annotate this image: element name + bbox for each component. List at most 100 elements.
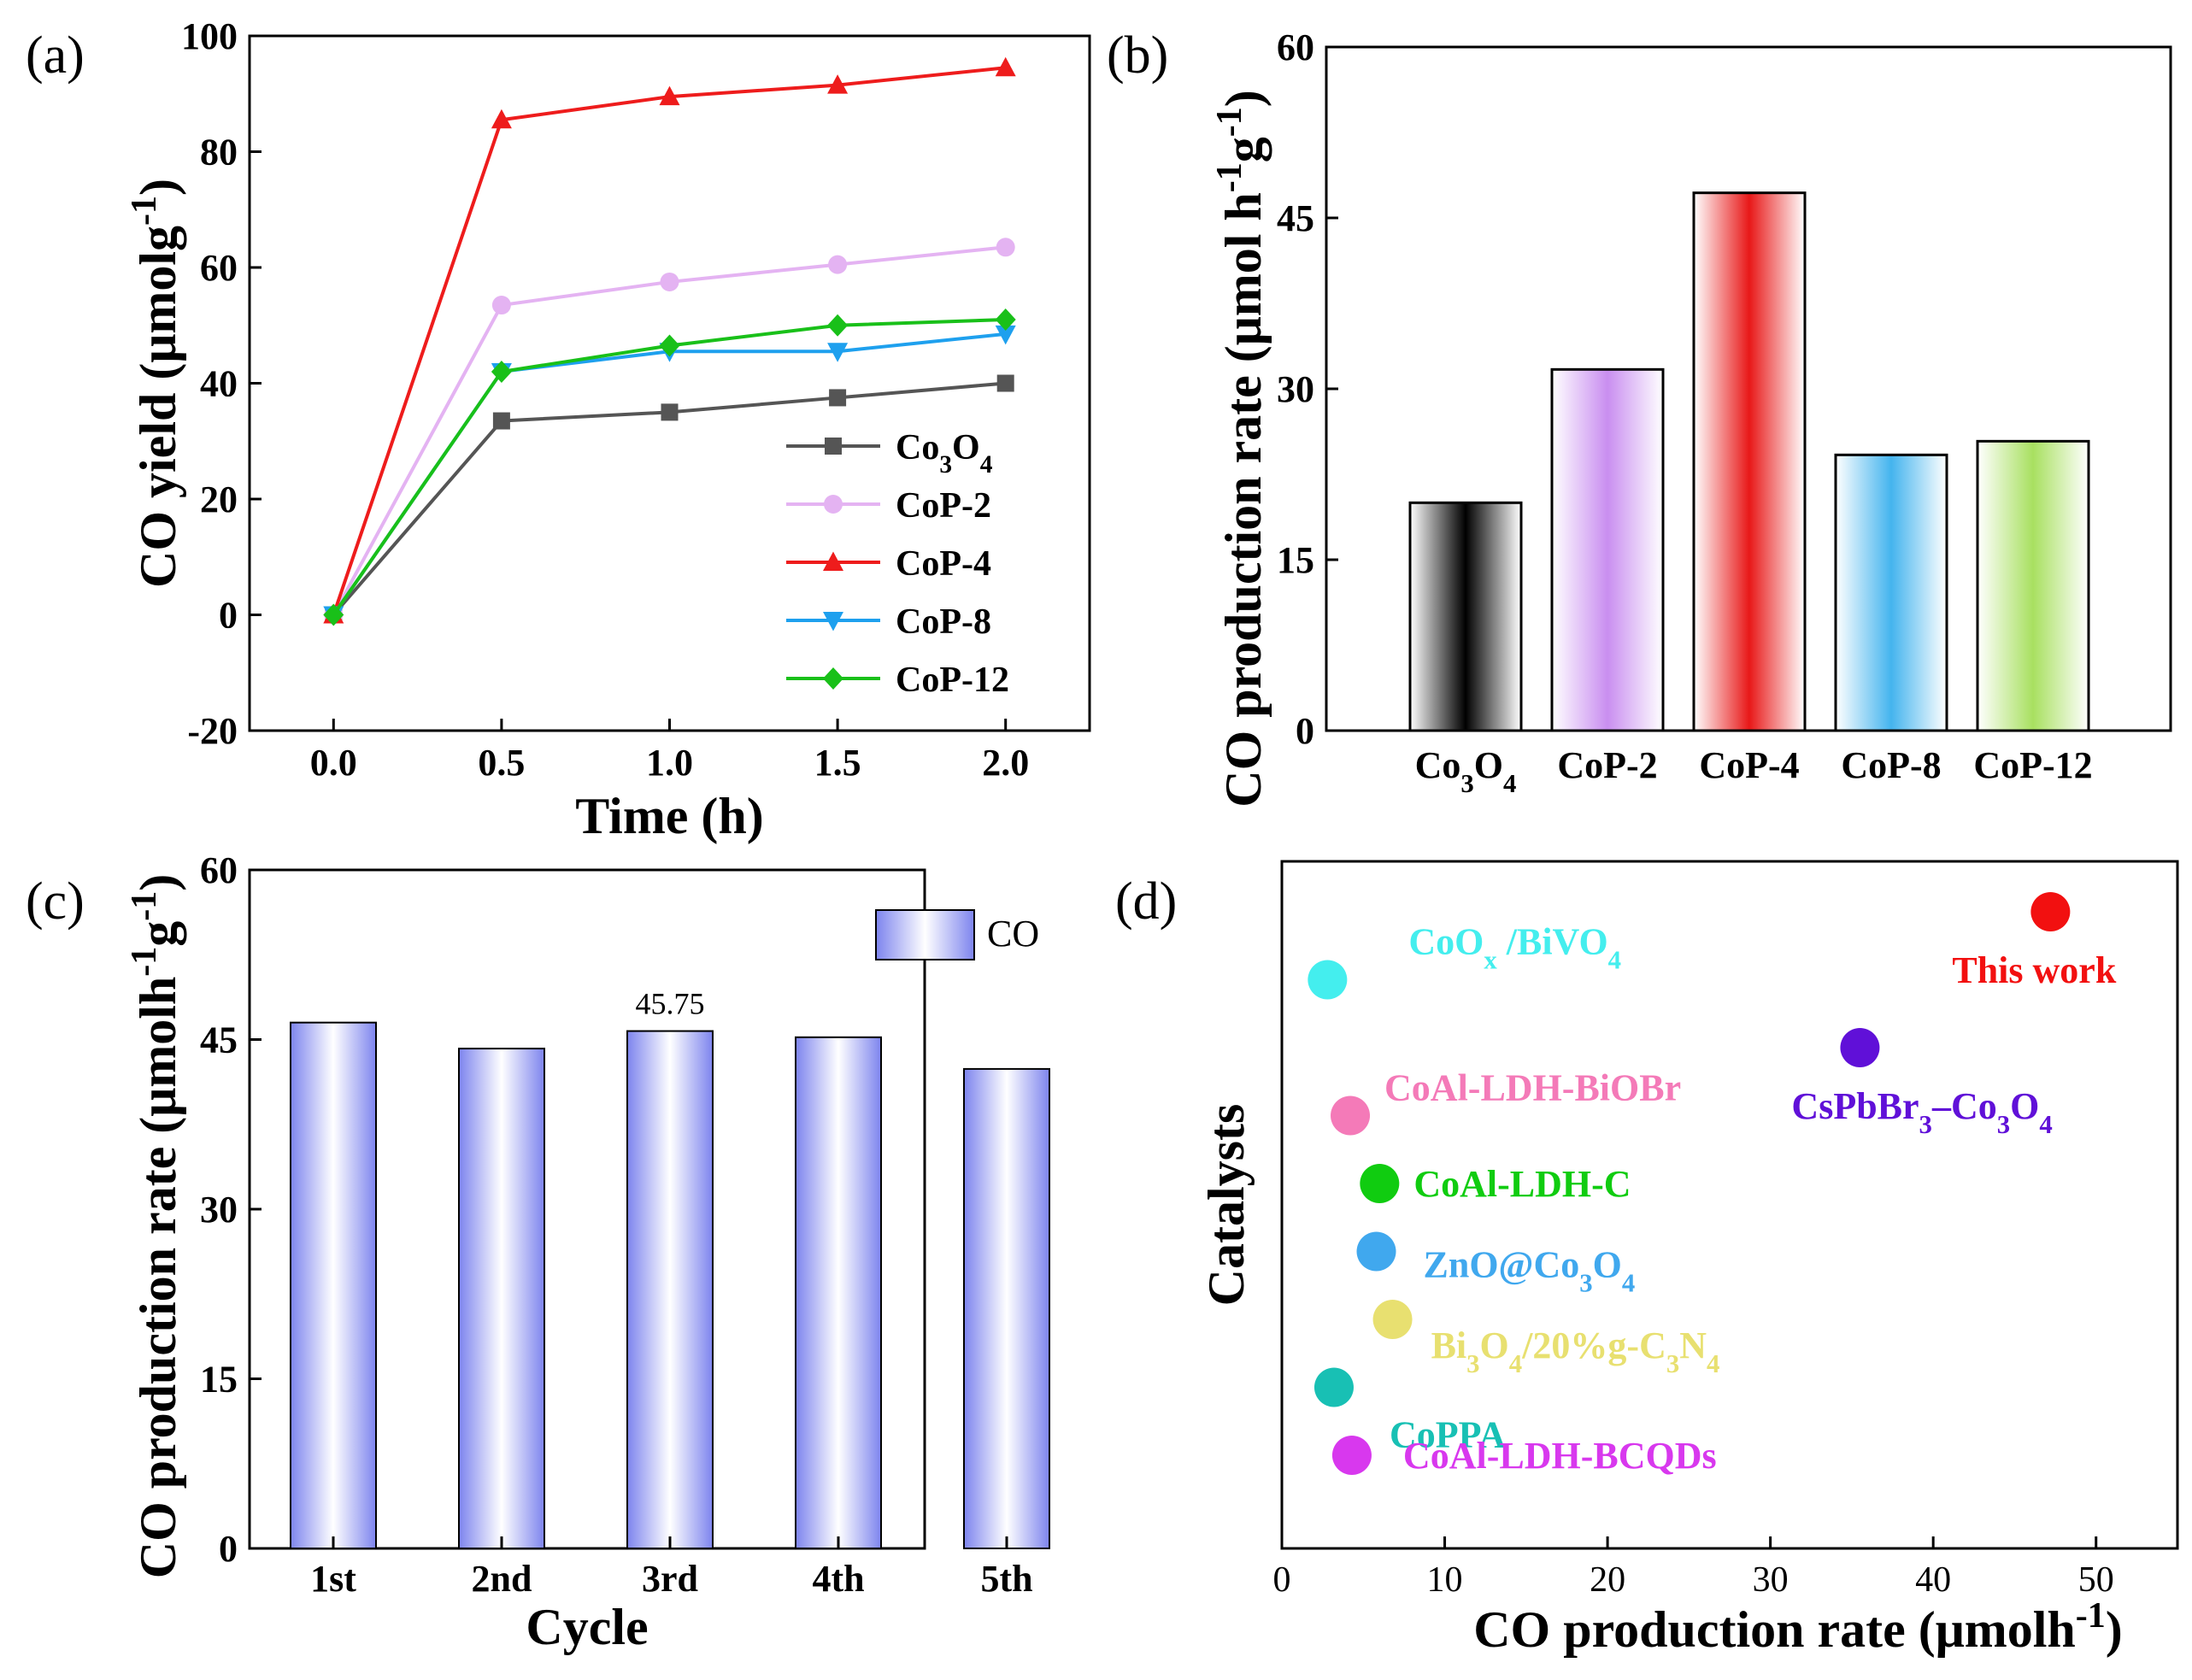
x-axis-title: Cycle: [526, 1599, 648, 1655]
y-tick-label: 60: [1277, 26, 1314, 68]
legend-label: CoP-2: [896, 486, 991, 526]
data-point: [996, 374, 1014, 392]
bar: [963, 1067, 1050, 1549]
scatter-point: [2030, 892, 2071, 931]
data-point: [661, 403, 679, 421]
x-tick-label: 50: [2078, 1560, 2114, 1600]
data-label: 45.75: [636, 987, 705, 1021]
y-axis-title: CO production rate (μmolh-1g-1): [125, 874, 186, 1579]
data-point: [996, 238, 1015, 257]
y-tick-label: 45: [200, 1019, 238, 1061]
data-point: [491, 360, 512, 383]
y-tick-label: 30: [1277, 368, 1314, 410]
legend-label: Co3O4: [896, 428, 993, 479]
x-tick-label: 1st: [310, 1558, 356, 1600]
x-axis-title: CO production rate (μmolh-1): [1473, 1596, 2123, 1658]
point-label: CoAl-LDH-BCQDs: [1403, 1435, 1717, 1477]
x-tick-label: 5th: [980, 1558, 1032, 1600]
y-tick-label: 0: [1296, 710, 1314, 752]
y-tick-label: 40: [200, 363, 238, 405]
legend-label: CoP-8: [896, 602, 991, 642]
bar: [795, 1036, 882, 1550]
point-label: CoAl-LDH-C: [1413, 1163, 1631, 1205]
point-label: CsPbBr3–Co3O4: [1791, 1085, 2052, 1139]
data-point: [492, 412, 510, 430]
x-tick-label: Co3O4: [1415, 744, 1517, 798]
scatter-point: [1356, 1231, 1396, 1272]
x-tick-label: 3rd: [642, 1558, 698, 1600]
data-point: [491, 296, 511, 315]
bar: [1834, 453, 1948, 732]
x-tick-label: 1.0: [646, 742, 693, 784]
data-point: [827, 74, 849, 94]
x-tick-label: CoP-2: [1557, 744, 1657, 786]
scatter-point: [1840, 1028, 1880, 1067]
legend-label: CoP-12: [896, 661, 1009, 700]
x-tick-label: 0: [1273, 1560, 1291, 1600]
scatter-point: [1313, 1367, 1354, 1407]
data-point: [827, 314, 849, 337]
legend-marker: [823, 551, 843, 571]
bar: [458, 1048, 545, 1549]
y-tick-label: 15: [200, 1359, 238, 1401]
x-tick-label: 40: [1915, 1560, 1951, 1600]
x-tick-label: 10: [1427, 1560, 1463, 1600]
legend-swatch: [875, 909, 975, 960]
x-tick-label: 20: [1590, 1560, 1625, 1600]
data-point: [995, 308, 1016, 331]
y-tick-label: 45: [1277, 197, 1314, 239]
bar: [626, 1030, 714, 1549]
point-label: ZnO@Co3O4: [1424, 1244, 1636, 1298]
y-tick-label: 0: [219, 1528, 238, 1570]
data-point: [659, 85, 680, 106]
scatter-point: [1360, 1164, 1400, 1203]
y-tick-label: 0: [219, 595, 238, 637]
y-tick-label: 20: [200, 479, 238, 520]
bar: [1976, 439, 2090, 732]
point-label: CoPPA: [1390, 1414, 1506, 1456]
data-point: [828, 255, 848, 274]
panel-c-label: (c): [26, 872, 85, 931]
panel-a-label: (a): [26, 26, 85, 85]
x-tick-label: 0.5: [478, 742, 525, 784]
y-tick-label: 15: [1277, 539, 1314, 581]
data-point: [995, 325, 1016, 345]
x-axis-title: Time (h): [575, 788, 764, 844]
data-point: [491, 109, 512, 129]
scatter-point: [1331, 1096, 1371, 1136]
data-point: [323, 603, 344, 626]
bar: [1550, 367, 1665, 732]
panel-d-label: (d): [1115, 872, 1177, 931]
data-point: [660, 272, 679, 291]
legend-marker: [823, 667, 843, 690]
legend-marker: [825, 438, 842, 455]
x-tick-label: CoP-12: [1973, 744, 2092, 786]
point-label: CoOx /BiVO4: [1408, 921, 1621, 975]
data-point: [659, 334, 680, 357]
legend-marker: [823, 612, 843, 631]
data-point: [829, 389, 847, 407]
legend-marker: [824, 495, 843, 514]
data-point: [995, 56, 1016, 77]
scatter-point: [1372, 1300, 1413, 1339]
x-tick-label: 4th: [812, 1558, 864, 1600]
y-tick-label: 80: [200, 132, 238, 173]
legend-label: CoP-4: [896, 544, 991, 584]
x-tick-label: 1.5: [814, 742, 861, 784]
y-axis-title: CO yield (μmolg-1): [125, 179, 186, 588]
y-tick-label: 100: [181, 15, 238, 57]
panel-b-bar-chart: 0 15 30 45 60 Co3O4 CoP-2 CoP-4 CoP-8 CoP-12 CO pr…: [1210, 26, 2172, 808]
point-label: Bi3O4/20%g-C3N4: [1431, 1325, 1720, 1378]
x-tick-label: 2nd: [472, 1558, 532, 1600]
bar: [290, 1021, 377, 1549]
y-axis-title: CO production rate (μmol h-1g-1): [1210, 90, 1272, 808]
point-label: This work: [1952, 949, 2116, 991]
y-axis-title: Catalysts: [1198, 1104, 1255, 1307]
panel-c-bar-chart: 0 15 30 45 60 1st 2nd 3rd 4th 5th 45.75 CO Cycle CO p…: [125, 849, 1050, 1655]
point-label: CoAl-LDH-BiOBr: [1384, 1067, 1681, 1109]
x-tick-label: 0.0: [310, 742, 357, 784]
data-point: [827, 343, 849, 362]
bar: [1692, 191, 1807, 732]
